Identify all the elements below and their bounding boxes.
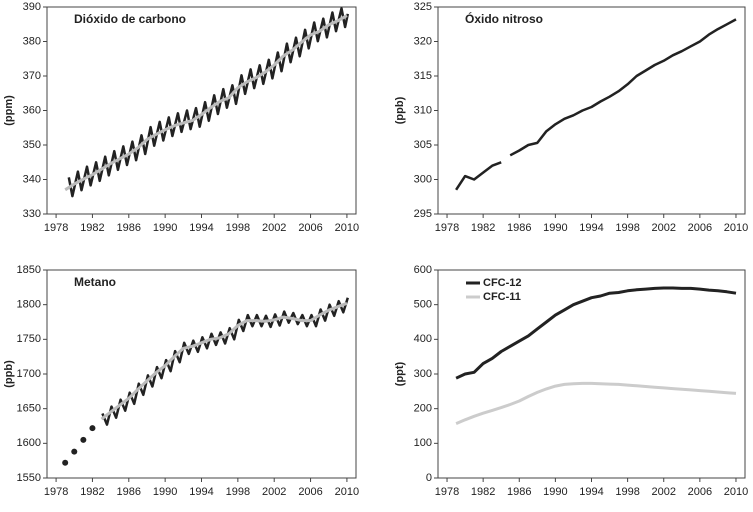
x-tick-label: 1986 — [507, 222, 531, 234]
y-tick-label: 100 — [414, 437, 432, 449]
x-tick-label: 1978 — [44, 222, 68, 234]
y-tick-label: 370 — [23, 70, 41, 82]
y-tick-label: 1550 — [17, 472, 41, 484]
x-tick-label: 2002 — [262, 486, 286, 498]
x-tick-label: 1986 — [117, 486, 141, 498]
x-tick-label: 2010 — [724, 222, 748, 234]
x-tick-label: 1982 — [471, 486, 495, 498]
y-tick-label: 350 — [23, 139, 41, 151]
y-tick-label: 340 — [23, 173, 41, 185]
data-point — [71, 448, 78, 455]
x-tick-label: 1978 — [435, 486, 459, 498]
y-tick-label: 1850 — [17, 264, 41, 276]
x-tick-label: 1994 — [579, 486, 603, 498]
legend-label: CFC-11 — [483, 291, 521, 303]
x-tick-label: 1990 — [543, 222, 567, 234]
y-tick-label: 1650 — [17, 403, 41, 415]
plot-frame — [437, 6, 746, 215]
x-tick-label: 2006 — [688, 486, 712, 498]
x-tick-label: 2010 — [335, 486, 359, 498]
x-tick-label: 2002 — [262, 222, 286, 234]
y-tick-label: 330 — [23, 208, 41, 220]
y-tick-label: 400 — [414, 333, 432, 345]
x-tick-label: 1998 — [615, 486, 639, 498]
y-tick-label: 315 — [414, 70, 432, 82]
data-line — [455, 381, 737, 425]
plot-frame — [46, 269, 357, 479]
x-tick-label: 1990 — [153, 486, 177, 498]
data-point — [62, 459, 69, 466]
y-tick-label: 300 — [414, 368, 432, 380]
x-tick-label: 2002 — [651, 222, 675, 234]
data-line — [455, 286, 737, 380]
y-tick-label: 1750 — [17, 333, 41, 345]
x-tick-label: 1994 — [189, 486, 213, 498]
x-tick-label: 2010 — [724, 486, 748, 498]
data-line — [101, 297, 349, 426]
y-axis-label: (ppm) — [3, 95, 15, 126]
x-tick-label: 1994 — [189, 222, 213, 234]
x-tick-label: 2010 — [335, 222, 359, 234]
data-point — [89, 425, 96, 432]
y-tick-label: 200 — [414, 403, 432, 415]
panel-title: Óxido nitroso — [465, 11, 543, 26]
y-tick-label: 305 — [414, 139, 432, 151]
x-tick-label: 1998 — [615, 222, 639, 234]
data-line — [100, 301, 348, 421]
x-tick-label: 1998 — [226, 486, 250, 498]
x-tick-label: 1986 — [507, 486, 531, 498]
panel-title: Metano — [74, 275, 116, 289]
x-tick-label: 1982 — [471, 222, 495, 234]
x-tick-label: 1994 — [579, 222, 603, 234]
y-tick-label: 325 — [414, 1, 432, 13]
data-line — [67, 7, 350, 198]
x-tick-label: 2002 — [651, 486, 675, 498]
y-tick-label: 0 — [426, 472, 432, 484]
x-tick-label: 1978 — [44, 486, 68, 498]
y-axis-label: (ppt) — [394, 361, 406, 386]
y-axis-label: (ppb) — [394, 96, 406, 124]
x-tick-label: 2006 — [298, 222, 322, 234]
y-tick-label: 380 — [23, 35, 41, 47]
data-point — [80, 436, 87, 443]
y-tick-label: 1700 — [17, 368, 41, 380]
y-tick-label: 1600 — [17, 437, 41, 449]
x-tick-label: 1982 — [80, 486, 104, 498]
y-tick-label: 390 — [23, 1, 41, 13]
y-tick-label: 1800 — [17, 299, 41, 311]
y-tick-label: 300 — [414, 173, 432, 185]
y-axis-label: (ppb) — [3, 360, 15, 388]
y-tick-label: 600 — [414, 264, 432, 276]
x-tick-label: 2006 — [688, 222, 712, 234]
x-tick-label: 1978 — [435, 222, 459, 234]
x-tick-label: 2006 — [298, 486, 322, 498]
panel-title: Dióxido de carbono — [74, 12, 186, 26]
x-tick-label: 1982 — [80, 222, 104, 234]
y-tick-label: 320 — [414, 35, 432, 47]
data-line — [64, 14, 348, 192]
y-tick-label: 295 — [414, 208, 432, 220]
x-tick-label: 1986 — [117, 222, 141, 234]
y-tick-label: 360 — [23, 104, 41, 116]
y-tick-label: 310 — [414, 104, 432, 116]
x-tick-label: 1990 — [153, 222, 177, 234]
data-line — [455, 161, 502, 191]
x-tick-label: 1990 — [543, 486, 567, 498]
x-tick-label: 1998 — [226, 222, 250, 234]
legend-label: CFC-12 — [483, 277, 522, 289]
y-tick-label: 500 — [414, 299, 432, 311]
data-line — [509, 18, 737, 157]
